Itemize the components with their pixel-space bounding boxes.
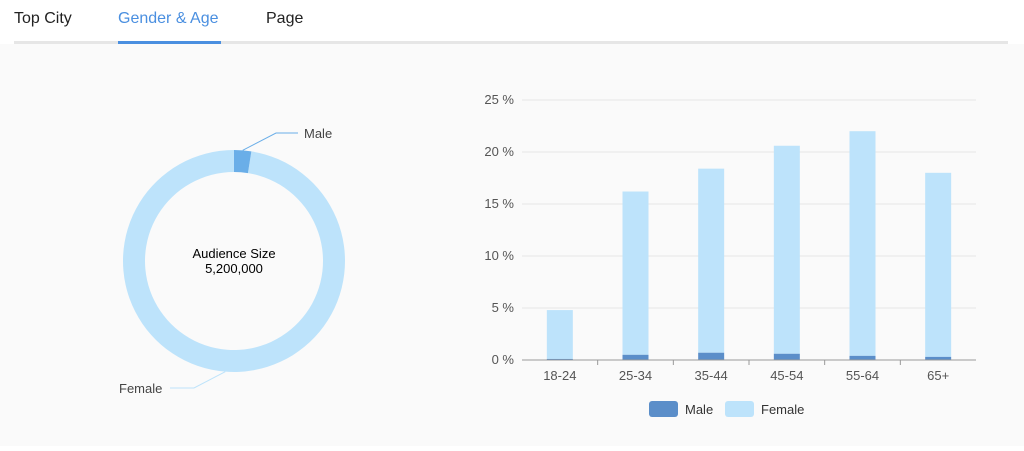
x-tick-label: 55-64 <box>846 368 879 383</box>
y-tick-label: 25 % <box>484 92 514 107</box>
bar-male-65+[interactable] <box>925 356 952 360</box>
bar-female-18-24[interactable] <box>546 310 573 359</box>
y-tick-label: 20 % <box>484 144 514 159</box>
chart-legend: Male Female <box>649 401 804 417</box>
female-leader-line <box>170 371 226 389</box>
audience-size-label: Audience Size <box>192 246 275 261</box>
donut-label-female: Female <box>119 381 162 396</box>
y-tick-label: 0 % <box>492 352 515 367</box>
bar-male-35-44[interactable] <box>698 352 725 360</box>
tab-page[interactable]: Page <box>266 10 304 27</box>
x-tick-label: 35-44 <box>695 368 728 383</box>
audience-size-value: 5,200,000 <box>205 261 263 276</box>
donut-label-male: Male <box>304 126 332 141</box>
bar-male-25-34[interactable] <box>622 354 649 360</box>
bars <box>546 131 952 360</box>
donut-slice-male[interactable] <box>234 150 252 174</box>
male-leader-line <box>242 132 298 151</box>
x-axis-ticks: 18-24 25-34 35-44 45-54 55-64 65+ <box>543 360 949 383</box>
bar-female-45-54[interactable] <box>773 145 800 354</box>
bar-female-55-64[interactable] <box>849 131 876 356</box>
charts-canvas: Male Female Audience Size 5,200,000 0 % 5… <box>119 92 976 417</box>
legend-item-male[interactable]: Male <box>649 401 713 417</box>
bar-male-45-54[interactable] <box>773 353 800 360</box>
legend-label-female: Female <box>761 402 804 417</box>
audience-donut-chart: Male Female Audience Size 5,200,000 <box>119 126 345 396</box>
bar-female-25-34[interactable] <box>622 191 649 355</box>
age-bar-chart: 0 % 5 % 10 % 15 % 20 % 25 % 18-24 25-34 35-44 45… <box>484 92 976 383</box>
bar-male-55-64[interactable] <box>849 355 876 360</box>
legend-label-male: Male <box>685 402 713 417</box>
tab-gender-age[interactable]: Gender & Age <box>118 10 219 27</box>
tab-top-city[interactable]: Top City <box>14 10 72 27</box>
legend-swatch-female <box>725 401 754 417</box>
gender-age-panel: Male Female Audience Size 5,200,000 0 % 5… <box>0 44 1024 446</box>
y-tick-label: 10 % <box>484 248 514 263</box>
y-axis-ticks: 0 % 5 % 10 % 15 % 20 % 25 % <box>484 92 514 367</box>
y-tick-label: 5 % <box>492 300 515 315</box>
bar-female-35-44[interactable] <box>698 168 725 353</box>
active-tab-indicator <box>118 41 221 44</box>
x-tick-label: 18-24 <box>543 368 576 383</box>
tab-bar: Top City Gender & Age Page <box>14 0 1008 44</box>
x-tick-label: 65+ <box>927 368 949 383</box>
bar-male-18-24[interactable] <box>546 358 573 360</box>
legend-swatch-male <box>649 401 678 417</box>
bar-female-65+[interactable] <box>925 172 952 357</box>
legend-item-female[interactable]: Female <box>725 401 804 417</box>
x-tick-label: 25-34 <box>619 368 652 383</box>
x-tick-label: 45-54 <box>770 368 803 383</box>
y-gridlines <box>522 99 976 309</box>
y-tick-label: 15 % <box>484 196 514 211</box>
